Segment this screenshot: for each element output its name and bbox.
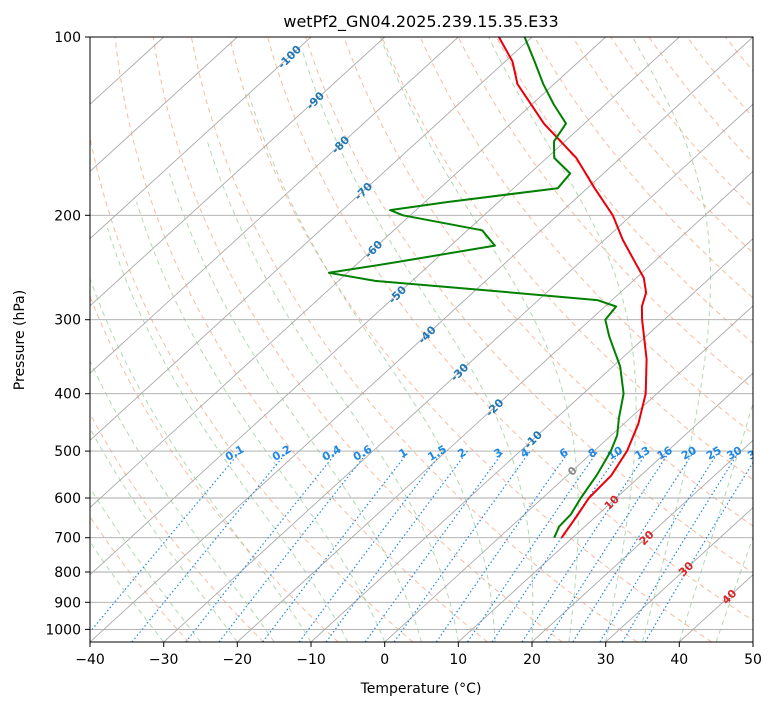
x-tick-label: 0 <box>380 652 389 668</box>
moist-adiabat-line <box>301 49 534 642</box>
y-tick-label: 900 <box>54 595 81 611</box>
x-axis: −40 −30 −20 −10 0 10 20 30 40 50 <box>75 642 762 668</box>
moist-adiabat-line <box>488 37 637 642</box>
isotherm-line <box>90 37 386 307</box>
isotherm-line <box>90 37 312 240</box>
isotherm-line <box>90 37 680 576</box>
chart-title: wetPf2_GN04.2025.239.15.35.E33 <box>283 12 558 32</box>
x-tick-label: 10 <box>449 652 467 668</box>
x-tick-label: 30 <box>597 652 615 668</box>
mixing-ratio-line <box>521 450 649 642</box>
x-tick-label: 50 <box>744 652 762 668</box>
isotherm-line <box>457 372 753 642</box>
y-tick-label: 300 <box>54 313 81 329</box>
y-tick-label: 600 <box>54 491 81 507</box>
moist-adiabat-line <box>248 94 496 642</box>
moist-adiabat-line <box>168 173 422 642</box>
moist-adiabat-line <box>90 540 165 642</box>
isotherm-line <box>531 439 753 642</box>
dry-adiabat-line <box>90 134 414 642</box>
dry-adiabat-line <box>229 37 712 642</box>
moist-adiabat-line <box>678 401 753 642</box>
isotherm-line <box>236 170 753 642</box>
mixing-ratio-line <box>491 450 621 642</box>
mixing-ratio-line <box>262 450 410 642</box>
isotherm-line <box>90 37 533 441</box>
mixing-ratio-line <box>185 450 339 642</box>
mixing-ratio-line <box>435 450 570 642</box>
mixing-ratio-lines <box>90 450 753 642</box>
dry-adiabat-line <box>305 37 753 574</box>
moist-adiabat-line <box>90 277 312 642</box>
y-axis-label: Pressure (hPa) <box>12 290 28 390</box>
mixing-ratio-line <box>393 450 531 642</box>
mixing-ratio-labels: 0.10.20.40.611.52346810131620253036 <box>223 442 765 463</box>
mixing-ratio-line <box>90 450 242 633</box>
mixing-ratio-line <box>621 450 740 642</box>
y-tick-label: 1000 <box>45 622 81 638</box>
dry-adiabat-line <box>343 37 753 527</box>
mixing-ratio-line <box>131 450 289 642</box>
y-tick-label: 400 <box>54 387 81 403</box>
isotherm-line <box>90 37 459 374</box>
y-axis: 100 200 300 400 500 600 700 800 900 1000 <box>45 30 90 638</box>
dewpoint-trace <box>327 37 625 539</box>
moist-adiabat-line <box>136 201 386 642</box>
dry-adiabat-line <box>267 37 753 622</box>
isotherm-line <box>163 103 753 642</box>
dry-adiabat-line <box>90 515 190 642</box>
dry-adiabat-line <box>419 37 753 435</box>
isotherm-line <box>384 305 753 642</box>
dry-adiabat-line <box>610 37 753 209</box>
x-tick-label: −10 <box>296 652 326 668</box>
mixing-ratio-line <box>325 450 468 642</box>
x-tick-label: −30 <box>149 652 179 668</box>
x-tick-label: 40 <box>670 652 688 668</box>
mixing-ratio-line <box>298 450 444 642</box>
y-tick-label: 800 <box>54 565 81 581</box>
moist-adiabat-line <box>106 227 349 642</box>
plot-area: -100-90-80-70-60-50-40-30-20-10010203040… <box>90 37 765 642</box>
moist-adiabat-line <box>90 427 238 642</box>
y-tick-label: 100 <box>54 30 81 46</box>
x-tick-label: −40 <box>75 652 105 668</box>
dry-adiabat-line <box>648 37 753 164</box>
mixing-ratio-label: 36 <box>745 444 765 463</box>
temperature-trace <box>498 37 648 539</box>
x-tick-label: −20 <box>223 652 253 668</box>
dry-adiabat-line <box>152 37 563 642</box>
mixing-ratio-line <box>545 450 671 642</box>
y-tick-label: 500 <box>54 444 81 460</box>
isotherms <box>90 37 753 642</box>
mixing-ratio-line <box>466 450 599 642</box>
dry-adiabat-line <box>90 412 264 642</box>
isotherm-line <box>605 506 753 642</box>
mixing-ratio-line <box>572 450 695 642</box>
x-tick-label: 20 <box>523 652 541 668</box>
y-tick-label: 200 <box>54 208 81 224</box>
plot-frame <box>89 36 754 643</box>
mixing-ratio-line <box>364 450 505 642</box>
x-axis-label: Temperature (°C) <box>360 681 482 697</box>
moist-adiabat-line <box>380 37 579 642</box>
y-tick-label: 700 <box>54 531 81 547</box>
isotherm-line <box>90 37 607 509</box>
isotherm-line <box>90 37 238 173</box>
isotherm-line <box>90 37 753 642</box>
sounding-traces <box>327 37 648 539</box>
dry-adiabat-line <box>381 37 753 481</box>
dry-adiabat-line <box>190 37 638 642</box>
isotherm-line <box>310 238 753 642</box>
